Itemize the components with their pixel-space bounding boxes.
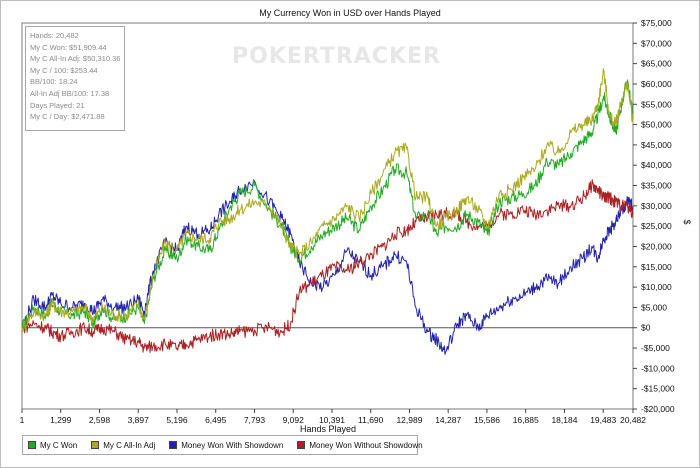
series-line-my-c-won: [21, 79, 634, 330]
y-tick-label: $70,000: [641, 38, 672, 48]
y-tick-label: $65,000: [641, 59, 672, 69]
y-tick-label: $30,000: [641, 201, 672, 211]
y-tick-label: $55,000: [641, 99, 672, 109]
x-tick-label: 12,989: [396, 415, 422, 425]
x-tick-label: 9,092: [283, 415, 305, 425]
stat-line: Hands: 20,482: [30, 31, 79, 40]
y-tick-label: $45,000: [641, 140, 672, 150]
stat-line: My C / 100: $253.44: [30, 65, 98, 75]
stat-line: My C All-In Adj: $50,310.36: [30, 54, 121, 64]
y-axis-label: $: [682, 219, 692, 224]
legend-label: My C All-In Adj: [103, 440, 156, 450]
y-tick-label: -$10,000: [641, 363, 675, 373]
series-line-money-won-without-showdown: [21, 179, 634, 353]
plot-area: -$20,000 -$15,000 -$10,000 -$5,000 $0 $5,000 $…: [20, 18, 675, 425]
x-tick-label: 6,495: [205, 415, 227, 425]
legend-label: Money Won With Showdown: [181, 440, 284, 450]
x-tick-label: 18,184: [551, 415, 577, 425]
stats-box: Hands: 20,482 My C Won: $51,909.44 My C …: [25, 26, 125, 131]
y-tick-label: $10,000: [641, 282, 672, 292]
x-tick-label: 16,885: [513, 415, 539, 425]
y-tick-label: $75,000: [641, 18, 672, 28]
legend-swatch: [169, 441, 178, 449]
legend-swatch: [297, 441, 306, 449]
y-tick-label: $50,000: [641, 120, 672, 130]
x-tick-label: 1,299: [50, 415, 72, 425]
legend-item-my-c-won[interactable]: My C Won: [28, 441, 77, 450]
x-tick-label: 20,482: [620, 415, 646, 425]
x-tick-label: 1: [20, 415, 25, 425]
x-tick-label: 7,793: [244, 415, 266, 425]
stat-line: BB/100: 18.24: [30, 77, 78, 87]
legend-label: Money Won Without Showdown: [309, 440, 423, 450]
y-tick-label: $35,000: [641, 181, 672, 191]
legend-item-with-showdown[interactable]: Money Won With Showdown: [169, 441, 283, 450]
y-tick-label: $25,000: [641, 221, 672, 231]
y-tick-label: $20,000: [641, 241, 672, 251]
series-line-my-c-all-in-adj: [21, 68, 634, 332]
x-axis-label: Hands Played: [300, 424, 356, 434]
chart-legend: My C Won My C All-In Adj Money Won With …: [22, 435, 423, 455]
x-tick-label: 19,483: [590, 415, 616, 425]
y-tick-label: $40,000: [641, 160, 672, 170]
y-tick-label: $0: [641, 323, 651, 333]
x-tick-label: 15,586: [474, 415, 500, 425]
y-tick-label: -$20,000: [641, 404, 675, 414]
x-tick-label: 14,287: [435, 415, 461, 425]
plot-border: [21, 22, 634, 410]
legend-item-all-in-adj[interactable]: My C All-In Adj: [91, 441, 155, 450]
chart-title: My Currency Won in USD over Hands Played: [259, 8, 440, 18]
stat-line: All-In Adj BB/100: 17.38: [30, 88, 110, 98]
stat-line: Days Played: 21: [30, 100, 85, 110]
x-tick-label: 10,391: [319, 415, 345, 425]
y-tick-label: $15,000: [641, 262, 672, 272]
stat-line: My C / Day: $2,471.88: [30, 112, 105, 122]
x-tick-label: 11,690: [358, 415, 384, 425]
watermark-logo: POKERTRACKER: [232, 44, 441, 69]
x-tick-label: 3,897: [128, 415, 150, 425]
x-tick-label: 5,196: [166, 415, 188, 425]
legend-swatch: [91, 441, 100, 449]
y-tick-label: -$5,000: [641, 343, 670, 353]
y-tick-label: $60,000: [641, 79, 672, 89]
y-tick-label: -$15,000: [641, 384, 675, 394]
legend-swatch: [28, 441, 36, 449]
y-tick-label: $5,000: [641, 302, 667, 312]
stat-line: My C Won: $51,909.44: [30, 42, 107, 52]
legend-label: My C Won: [40, 440, 78, 450]
legend-item-without-showdown[interactable]: Money Won Without Showdown: [297, 440, 423, 450]
x-tick-label: 2,598: [89, 415, 111, 425]
